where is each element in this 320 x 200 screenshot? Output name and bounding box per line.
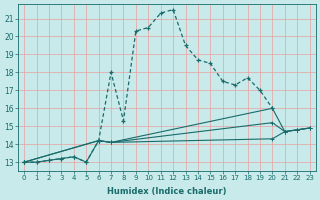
X-axis label: Humidex (Indice chaleur): Humidex (Indice chaleur) [107, 187, 227, 196]
